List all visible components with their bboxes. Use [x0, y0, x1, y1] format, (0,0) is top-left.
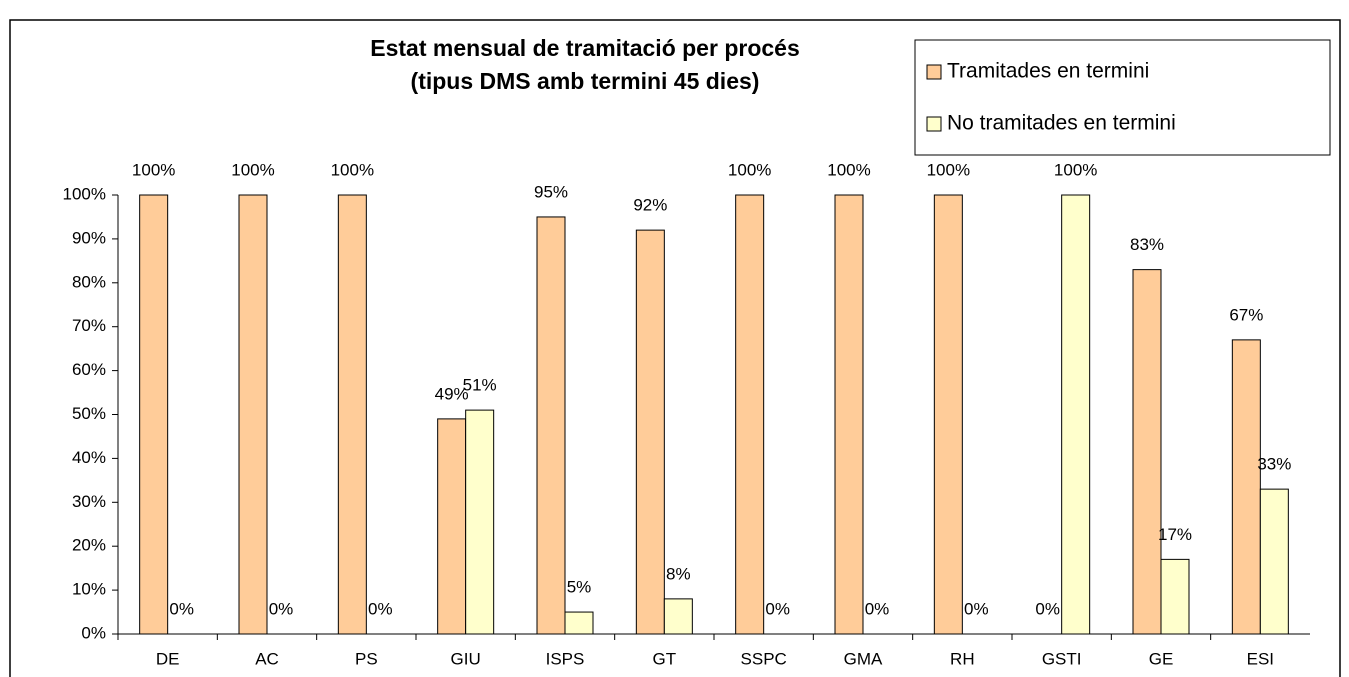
- bar: [663, 598, 693, 635]
- bar: [337, 194, 367, 635]
- x-tick-label: GMA: [844, 649, 883, 668]
- x-tick-label: SSPC: [741, 649, 787, 668]
- bar: [735, 194, 765, 635]
- data-label: 0%: [865, 599, 890, 618]
- bar: [139, 194, 169, 635]
- y-tick-label: 20%: [72, 536, 106, 555]
- y-tick-label: 60%: [72, 360, 106, 379]
- y-tick-label: 10%: [72, 580, 106, 599]
- data-label: 100%: [331, 160, 374, 179]
- x-tick-label: GSTI: [1042, 649, 1082, 668]
- y-tick-label: 40%: [72, 448, 106, 467]
- y-tick-label: 90%: [72, 228, 106, 247]
- y-tick-label: 50%: [72, 404, 106, 423]
- y-tick-label: 80%: [72, 272, 106, 291]
- y-tick-label: 30%: [72, 492, 106, 511]
- data-label: 100%: [927, 160, 970, 179]
- x-tick-label: GIU: [451, 649, 481, 668]
- data-label: 0%: [964, 599, 989, 618]
- x-tick-label: PS: [355, 649, 378, 668]
- data-label: 0%: [368, 599, 393, 618]
- data-label: 100%: [728, 160, 771, 179]
- data-label: 17%: [1158, 525, 1192, 544]
- data-label: 67%: [1229, 305, 1263, 324]
- legend-swatch: [926, 64, 942, 80]
- y-tick-label: 100%: [63, 184, 106, 203]
- bar: [465, 409, 495, 635]
- legend-box: [914, 39, 1331, 156]
- x-tick-label: AC: [255, 649, 279, 668]
- bar: [437, 418, 467, 635]
- chart-title: Estat mensual de tramitació per procés: [370, 35, 800, 61]
- legend-swatch: [926, 116, 942, 132]
- legend-label: Tramitades en termini: [947, 60, 1149, 83]
- x-tick-label: ESI: [1247, 649, 1274, 668]
- data-label: 100%: [827, 160, 870, 179]
- bar: [635, 229, 665, 635]
- data-label: 92%: [633, 196, 667, 215]
- data-label: 0%: [269, 599, 294, 618]
- y-tick-label: 70%: [72, 316, 106, 335]
- x-tick-label: GE: [1149, 649, 1174, 668]
- bar: [933, 194, 963, 635]
- bar: [1160, 558, 1190, 635]
- bar: [564, 611, 594, 635]
- data-label: 49%: [435, 384, 469, 403]
- data-label: 0%: [765, 599, 790, 618]
- bar: [834, 194, 864, 635]
- data-label: 33%: [1257, 455, 1291, 474]
- y-tick-label: 0%: [81, 623, 106, 642]
- bar: [1231, 339, 1261, 635]
- data-label: 8%: [666, 564, 691, 583]
- bar: [1132, 269, 1162, 635]
- legend-label: No tramitades en termini: [947, 112, 1176, 135]
- x-tick-label: GT: [653, 649, 677, 668]
- data-label: 100%: [231, 160, 274, 179]
- data-label: 51%: [463, 376, 497, 395]
- chart-subtitle: (tipus DMS amb termini 45 dies): [411, 68, 760, 94]
- bar: [1061, 194, 1091, 635]
- data-label: 83%: [1130, 235, 1164, 254]
- data-label: 0%: [169, 599, 194, 618]
- x-tick-label: RH: [950, 649, 975, 668]
- data-label: 95%: [534, 182, 568, 201]
- data-label: 5%: [567, 578, 592, 597]
- data-label: 100%: [132, 160, 175, 179]
- bar: [536, 216, 566, 635]
- data-label: 0%: [1035, 599, 1060, 618]
- x-tick-label: ISPS: [546, 649, 585, 668]
- data-label: 100%: [1054, 160, 1097, 179]
- x-tick-label: DE: [156, 649, 180, 668]
- bar: [238, 194, 268, 635]
- bar: [1259, 488, 1289, 635]
